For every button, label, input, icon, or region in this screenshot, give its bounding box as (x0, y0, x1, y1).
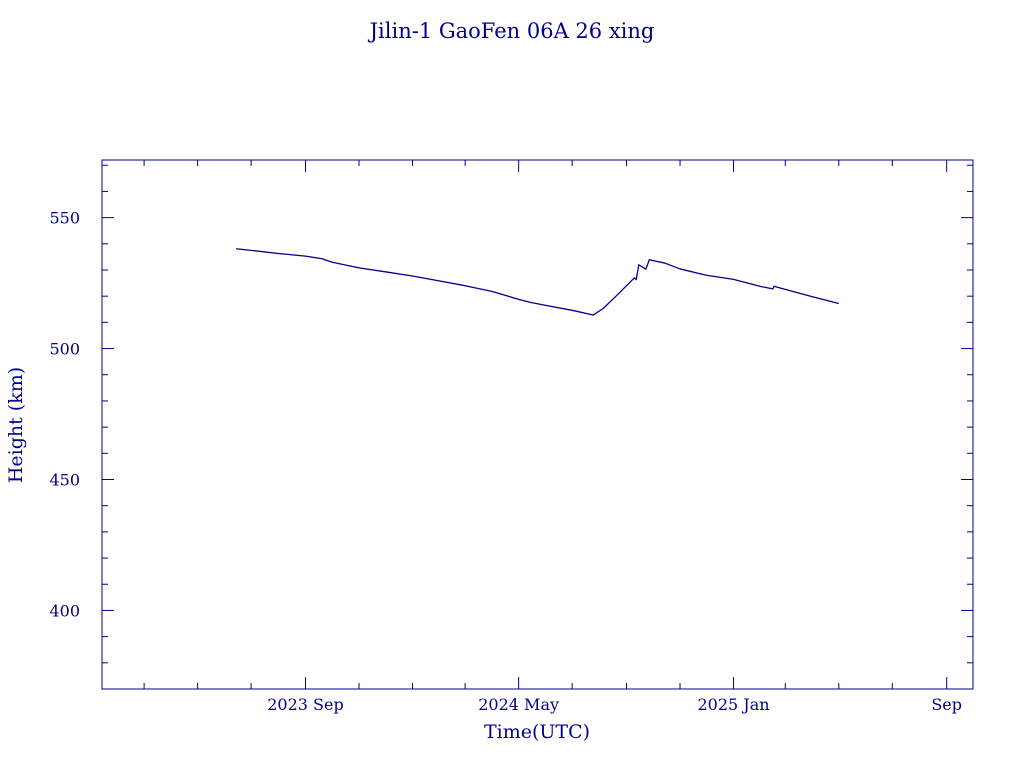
x-tick-label: 2025 Jan (698, 695, 770, 714)
y-tick-label: 400 (49, 601, 80, 620)
x-tick-label: 2023 Sep (267, 695, 343, 714)
plot-frame (101, 159, 974, 690)
x-tick-label: Sep (931, 695, 962, 714)
height-series-line (236, 248, 839, 316)
y-tick-label: 550 (49, 209, 80, 228)
series-group (236, 248, 839, 316)
chart-title: Jilin-1 GaoFen 06A 26 xing (368, 19, 655, 43)
y-tick-label: 500 (49, 340, 80, 359)
x-axis-tick-labels: 2023 Sep 2024 May 2025 Jan Sep (267, 695, 962, 714)
x-tick-label: 2024 May (478, 695, 559, 714)
x-axis-ticks (143, 160, 948, 689)
x-axis-title: Time(UTC) (484, 721, 590, 743)
y-axis-tick-labels: 400 450 500 550 (49, 209, 80, 621)
y-axis-ticks (102, 164, 973, 664)
y-axis-title: Height (km) (5, 367, 27, 483)
y-tick-label: 450 (49, 470, 80, 489)
